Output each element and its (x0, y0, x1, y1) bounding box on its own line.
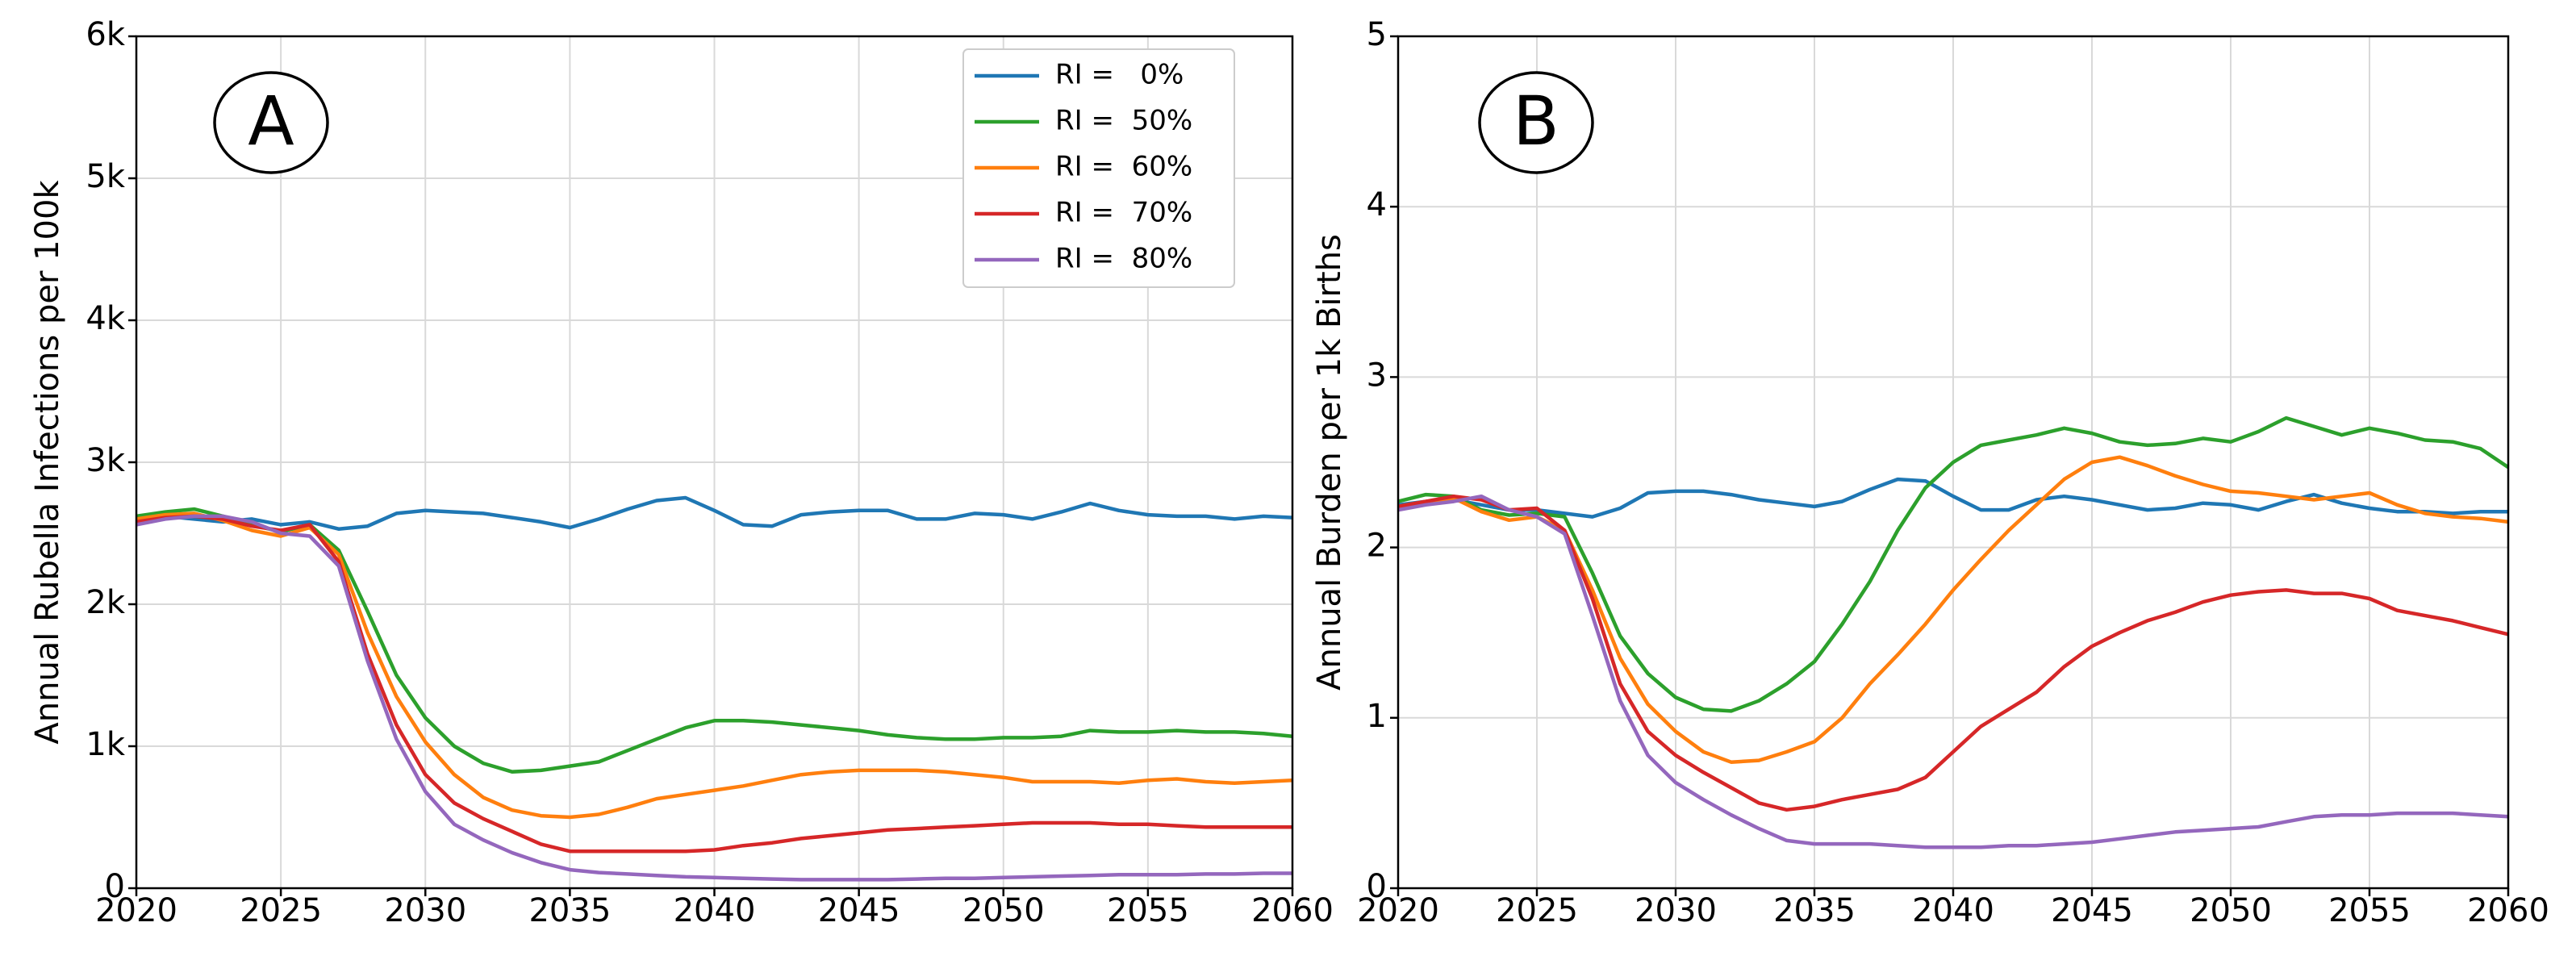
data-line (136, 507, 1293, 774)
x-tick-label: 2060 (1251, 892, 1334, 929)
legend-label: RI = 70% (1055, 197, 1192, 229)
plot-area: 0 1 2 3 4 5 2020 2025 2030 2035 2040 2045 2050 2055 20… (1311, 16, 2549, 929)
x-tick-label: 2060 (2467, 892, 2549, 929)
y-tick-label: 4k (86, 300, 125, 337)
panel-label: B (1513, 81, 1559, 161)
x-tick-label: 2020 (1357, 892, 1439, 929)
plot-area: 0 1k 2k 3k 4k 5k 6k 2020 2025 2030 2035 2040 2045 205… (29, 16, 1334, 929)
data-line (136, 511, 1293, 820)
legend: RI = 0% RI = 50% RI = 60% RI = 70% RI = 80% (962, 48, 1235, 288)
y-tick-label: 1k (86, 726, 125, 763)
y-tick-label: 3k (86, 442, 125, 479)
legend-box (962, 48, 1235, 288)
legend-label: RI = 50% (1055, 105, 1192, 137)
data-line (136, 514, 1292, 854)
legend-label: RI = 80% (1055, 243, 1192, 275)
panel-label: A (248, 81, 294, 161)
plot-frame (135, 35, 1294, 890)
y-tick-label: 1 (1367, 698, 1387, 735)
y-tick-label: 5k (86, 158, 125, 195)
y-tick-label: 5 (1367, 16, 1387, 53)
data-line (1397, 494, 2509, 812)
x-tick-label: 2045 (818, 892, 900, 929)
y-tick-label: 6k (86, 16, 125, 53)
data-line (1397, 415, 2510, 713)
x-tick-label: 2040 (674, 892, 756, 929)
x-tick-label: 2025 (240, 892, 322, 929)
panel-badge (213, 71, 329, 174)
x-tick-label: 2050 (2190, 892, 2272, 929)
x-tick-label: 2030 (1635, 892, 1717, 929)
y-tick-label: 4 (1367, 186, 1387, 223)
x-tick-label: 2025 (1496, 892, 1578, 929)
x-tick-label: 2035 (1773, 892, 1856, 929)
y-axis-label: Annual Burden per 1k Births (1311, 234, 1348, 691)
plot-frame (1397, 35, 2510, 890)
x-tick-label: 2050 (962, 892, 1045, 929)
x-tick-label: 2020 (95, 892, 177, 929)
legend-label: RI = 0% (1055, 59, 1184, 91)
y-tick-label: 3 (1367, 357, 1387, 394)
data-line (1397, 494, 2509, 849)
y-tick-label: 2k (86, 584, 125, 621)
x-tick-label: 2040 (1912, 892, 1994, 929)
x-tick-label: 2055 (2328, 892, 2411, 929)
data-line (136, 495, 1293, 531)
legend-label: RI = 60% (1055, 151, 1192, 183)
y-axis-label: Annual Rubella Infections per 100k (29, 180, 66, 745)
x-tick-label: 2055 (1107, 892, 1189, 929)
x-tick-label: 2045 (2051, 892, 2133, 929)
panel-badge (1478, 71, 1594, 174)
x-tick-label: 2030 (384, 892, 466, 929)
data-line (1397, 455, 2509, 764)
y-tick-label: 2 (1367, 528, 1387, 565)
y-tick-label: 0 (1367, 868, 1387, 905)
x-tick-label: 2035 (528, 892, 611, 929)
y-tick-label: 0 (105, 868, 125, 905)
data-line (136, 514, 1292, 882)
